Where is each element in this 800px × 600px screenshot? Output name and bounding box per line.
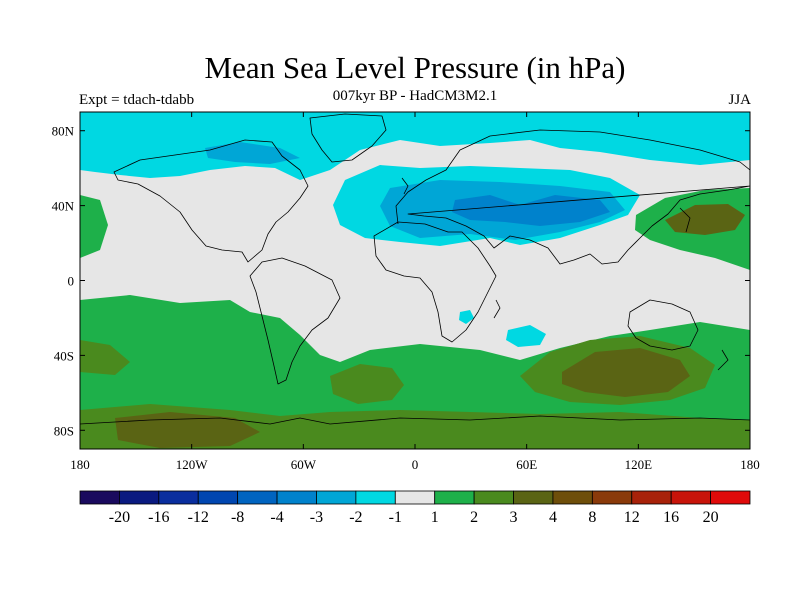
small-low-patch — [459, 310, 474, 324]
north-pacific-high-core — [665, 204, 745, 235]
colorbar-label: -3 — [310, 509, 323, 526]
colorbar-swatch — [394, 490, 436, 505]
west-edge-high-field — [80, 195, 108, 258]
coastline-australia — [627, 299, 699, 351]
colorbar-label: -8 — [231, 509, 244, 526]
x-tick-label: 60E — [516, 457, 537, 472]
colorbar-swatch — [552, 490, 593, 505]
antarctic-high-max — [115, 412, 260, 448]
colorbar-swatch — [473, 490, 514, 505]
south-atlantic-high-core — [330, 364, 404, 404]
coastline-greenland — [309, 113, 387, 163]
y-tick-label: 80S — [54, 423, 74, 438]
y-tick-label: 0 — [68, 274, 75, 289]
colorbar-swatch — [591, 490, 633, 505]
colorbar-swatch — [710, 490, 751, 505]
coastline-eurasia — [395, 129, 750, 265]
y-tick-label: 80N — [52, 124, 75, 139]
coastlines — [80, 113, 750, 425]
indian-ocean-high-max — [562, 348, 690, 397]
coastline-south-america — [249, 257, 341, 385]
colorbar-label: 16 — [663, 509, 679, 526]
colorbar-label: 12 — [624, 509, 640, 526]
x-tick-label: 180 — [740, 457, 760, 472]
positive-anomaly-fields — [80, 188, 750, 449]
colorbar-swatch — [119, 490, 160, 505]
coastline-uk — [401, 177, 409, 195]
colorbar-label: -12 — [188, 509, 209, 526]
colorbar-swatch — [355, 490, 396, 505]
colorbar-swatch — [513, 490, 554, 505]
colorbar-swatch — [158, 490, 199, 505]
coastline-north-america — [113, 139, 309, 263]
colorbar-label: 4 — [549, 509, 557, 526]
colorbar-label: -1 — [389, 509, 402, 526]
colorbar-label: -20 — [109, 509, 130, 526]
map-ticks: 180 120W 60W 0 60E 120E 180 80N 40N 0 40S 80S — [52, 112, 760, 472]
x-tick-label: 120W — [176, 457, 209, 472]
x-tick-label: 0 — [412, 457, 419, 472]
colorbar-swatch — [79, 490, 120, 505]
colorbar-swatch — [434, 490, 475, 505]
y-tick-label: 40S — [54, 348, 74, 363]
asian-monsoon-low-core — [452, 195, 610, 226]
y-tick-label: 40N — [52, 199, 75, 214]
x-tick-label: 180 — [70, 457, 90, 472]
colorbar-swatch — [316, 490, 357, 505]
coastline-antarctica — [80, 415, 750, 425]
colorbar-label: -16 — [148, 509, 169, 526]
coastline-africa — [373, 221, 497, 343]
experiment-label: Expt = tdach-tdabb — [79, 92, 195, 108]
colorbar-label: 3 — [510, 509, 518, 526]
south-pacific-high-core — [80, 340, 130, 375]
x-tick-label: 120E — [625, 457, 653, 472]
coastline-madagascar — [493, 299, 501, 319]
colorbar: -20 -16 -12 -8 -4 -3 -2 -1 1 2 3 4 8 12 16 20 — [79, 490, 751, 526]
colorbar-label: 8 — [588, 509, 596, 526]
coastline-new-zealand — [717, 349, 729, 371]
colorbar-label: 1 — [431, 509, 439, 526]
colorbar-label: -2 — [349, 509, 362, 526]
map-area — [80, 112, 750, 449]
plot-subtitle: 007kyr BP - HadCM3M2.1 — [332, 88, 498, 104]
plot-title: Mean Sea Level Pressure (in hPa) — [204, 50, 626, 85]
colorbar-label: 2 — [470, 509, 478, 526]
colorbar-swatch — [237, 490, 278, 505]
colorbar-swatch — [670, 490, 711, 505]
southwest-indian-low-field — [506, 325, 546, 347]
colorbar-swatch — [197, 490, 239, 505]
colorbar-swatch — [631, 490, 672, 505]
southern-hemisphere-high-field — [80, 295, 750, 449]
colorbar-label: -4 — [270, 509, 283, 526]
arctic-low-field — [80, 112, 750, 180]
coastline-japan — [679, 207, 691, 233]
season-label: JJA — [728, 92, 751, 108]
colorbar-label: 20 — [703, 509, 719, 526]
x-tick-label: 60W — [291, 457, 317, 472]
colorbar-swatch — [276, 490, 317, 505]
